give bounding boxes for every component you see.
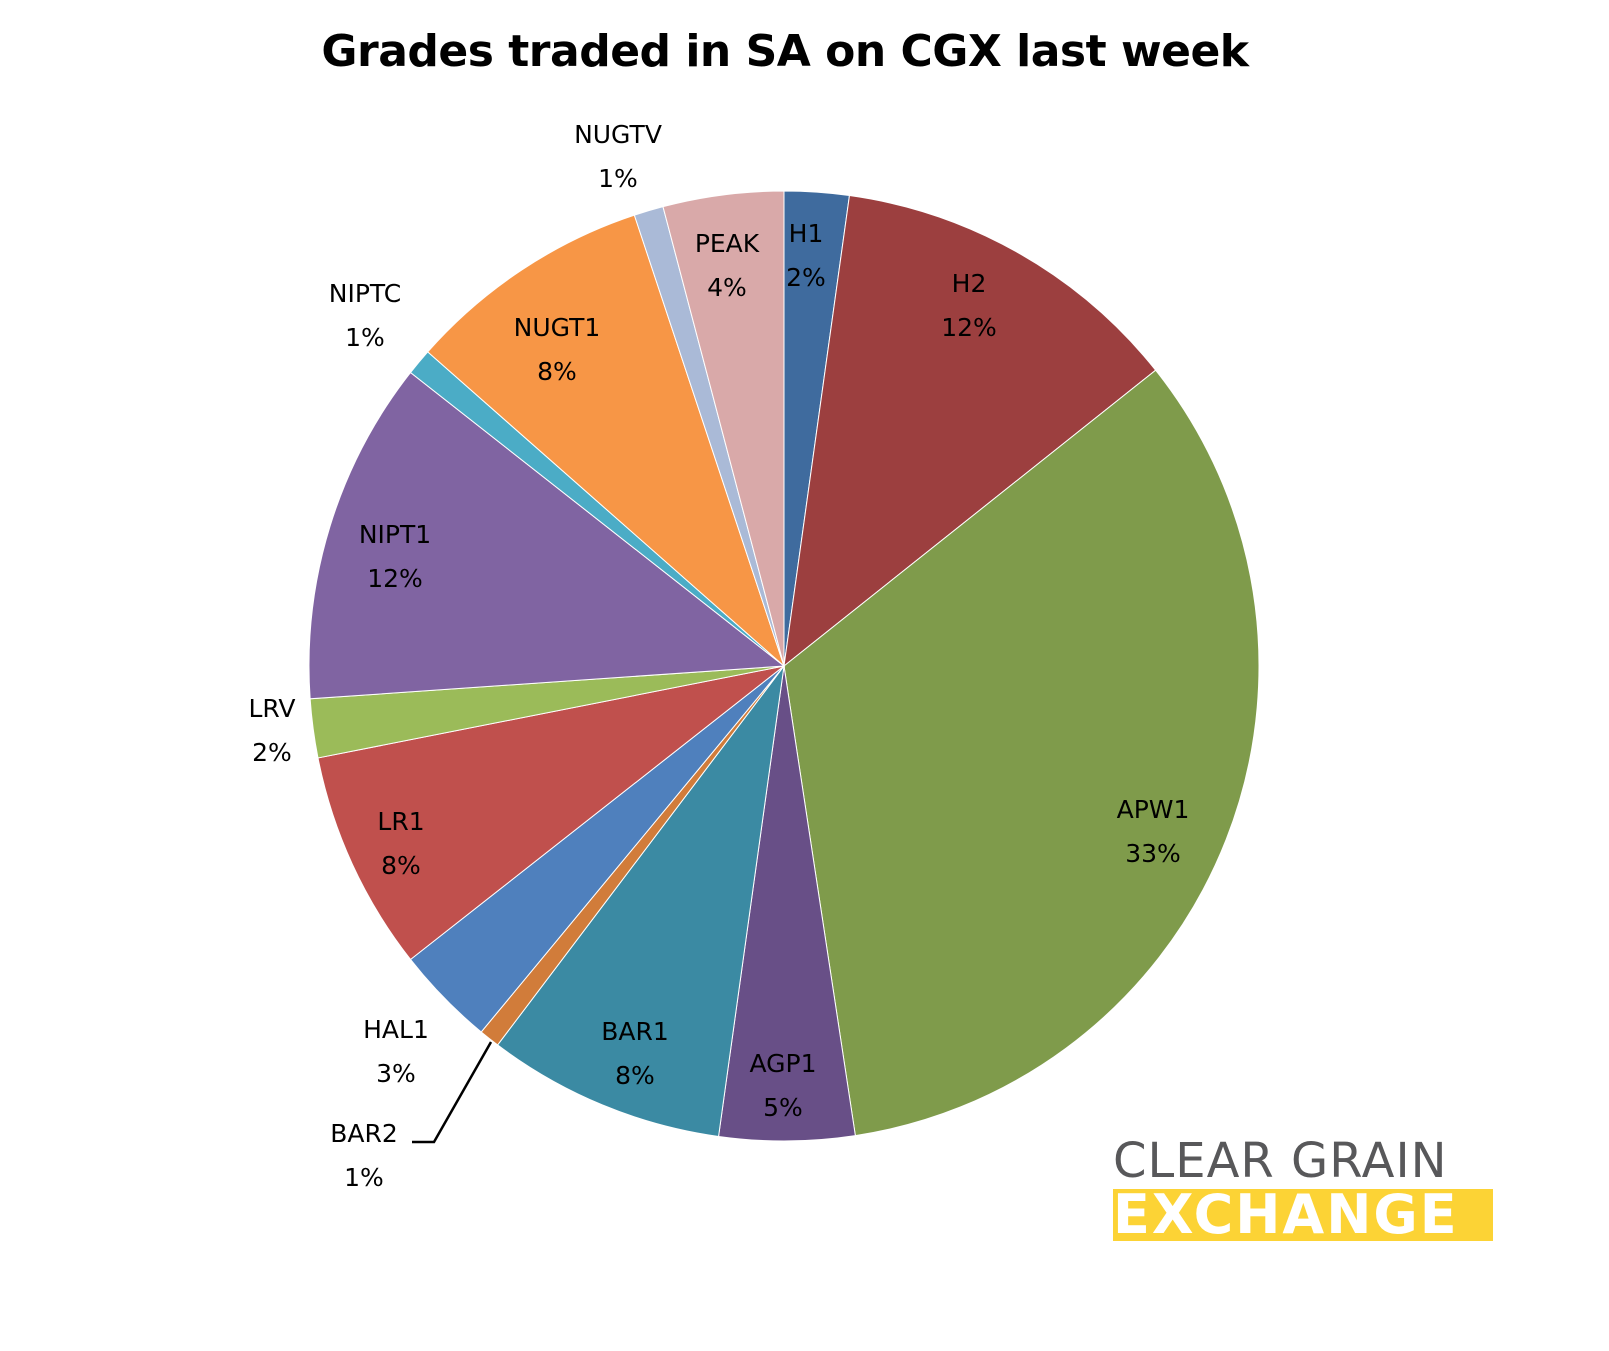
data-label-nugt1: NUGT1 8% bbox=[514, 313, 601, 386]
data-label-apw1: APW1 33% bbox=[1117, 795, 1190, 868]
bar2-leader-line bbox=[412, 1041, 493, 1144]
svg-text:4%: 4% bbox=[707, 273, 747, 302]
data-label-h1: H1 2% bbox=[786, 219, 826, 292]
svg-text:HAL1: HAL1 bbox=[363, 1015, 429, 1044]
pie-slice-nipt1 bbox=[308, 371, 786, 700]
pie-slice-apw1 bbox=[783, 369, 1260, 1137]
svg-text:NIPTC: NIPTC bbox=[329, 279, 401, 308]
logo-line-exchange: EXCHANGE bbox=[1113, 1189, 1459, 1241]
svg-text:2%: 2% bbox=[252, 738, 292, 767]
svg-text:LR1: LR1 bbox=[377, 807, 424, 836]
svg-text:12%: 12% bbox=[941, 313, 997, 342]
data-label-lrv: LRV 2% bbox=[248, 694, 295, 767]
data-label-nugtv: NUGTV 1% bbox=[574, 120, 662, 193]
svg-text:LRV: LRV bbox=[248, 694, 295, 723]
data-label-bar2: BAR2 1% bbox=[330, 1119, 398, 1192]
pie-slice-h2 bbox=[783, 194, 1157, 668]
svg-text:BAR1: BAR1 bbox=[601, 1017, 669, 1046]
data-label-hal1: HAL1 3% bbox=[363, 1015, 429, 1088]
svg-text:NUGT1: NUGT1 bbox=[514, 313, 601, 342]
svg-text:BAR2: BAR2 bbox=[330, 1119, 398, 1148]
pie-slice-lr1 bbox=[317, 665, 785, 961]
logo-exchange-bar: EXCHANGE bbox=[1113, 1189, 1493, 1241]
data-label-agp1: AGP1 5% bbox=[749, 1049, 816, 1122]
svg-text:1%: 1% bbox=[598, 164, 638, 193]
logo-line-clear-grain: CLEAR GRAIN bbox=[1113, 1133, 1448, 1189]
data-label-peak: PEAK 4% bbox=[695, 229, 760, 302]
pie-slice-nugt1 bbox=[426, 214, 786, 668]
svg-text:8%: 8% bbox=[381, 851, 421, 880]
svg-text:PEAK: PEAK bbox=[695, 229, 760, 258]
svg-text:H2: H2 bbox=[952, 269, 987, 298]
svg-text:APW1: APW1 bbox=[1117, 795, 1190, 824]
data-label-h2: H2 12% bbox=[941, 269, 997, 342]
svg-text:1%: 1% bbox=[345, 323, 385, 352]
pie-slice-bar1 bbox=[496, 664, 785, 1138]
chart-title: Grades traded in SA on CGX last week bbox=[321, 26, 1249, 77]
clear-grain-exchange-logo: CLEAR GRAIN EXCHANGE bbox=[1113, 1135, 1493, 1241]
data-label-bar1: BAR1 8% bbox=[601, 1017, 669, 1090]
svg-text:5%: 5% bbox=[763, 1093, 803, 1122]
svg-text:AGP1: AGP1 bbox=[749, 1049, 816, 1078]
data-label-niptc: NIPTC 1% bbox=[329, 279, 401, 352]
pie-slices bbox=[308, 190, 1260, 1142]
svg-text:3%: 3% bbox=[376, 1059, 416, 1088]
svg-text:8%: 8% bbox=[615, 1061, 655, 1090]
svg-text:H1: H1 bbox=[789, 219, 824, 248]
data-label-nipt1: NIPT1 12% bbox=[359, 520, 431, 593]
svg-text:NIPT1: NIPT1 bbox=[359, 520, 431, 549]
svg-text:12%: 12% bbox=[367, 564, 423, 593]
svg-text:2%: 2% bbox=[786, 263, 826, 292]
svg-text:1%: 1% bbox=[344, 1163, 384, 1192]
svg-text:33%: 33% bbox=[1125, 839, 1181, 868]
svg-text:NUGTV: NUGTV bbox=[574, 120, 662, 149]
pie-slice-peak bbox=[662, 190, 785, 667]
svg-text:8%: 8% bbox=[537, 357, 577, 386]
data-label-lr1: LR1 8% bbox=[377, 807, 424, 880]
